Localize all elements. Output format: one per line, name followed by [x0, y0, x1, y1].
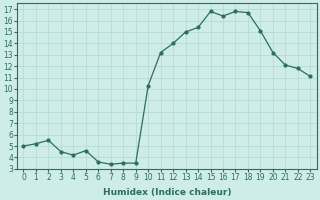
X-axis label: Humidex (Indice chaleur): Humidex (Indice chaleur): [103, 188, 231, 197]
